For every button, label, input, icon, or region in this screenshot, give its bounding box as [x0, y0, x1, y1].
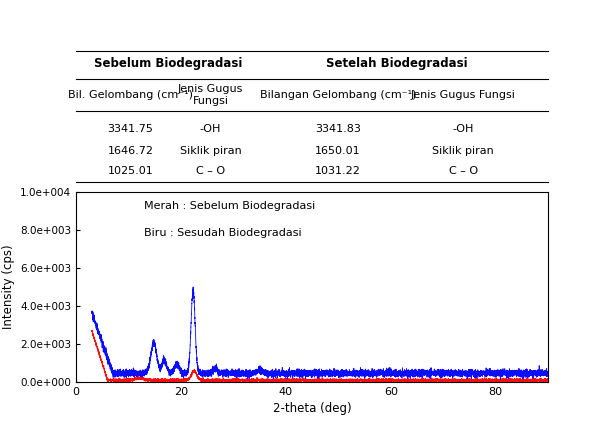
Text: 3341.75: 3341.75: [107, 124, 153, 134]
Y-axis label: Intensity (cps): Intensity (cps): [2, 245, 15, 329]
Text: C – O: C – O: [196, 166, 225, 176]
Text: 3341.83: 3341.83: [315, 124, 361, 134]
Text: 1025.01: 1025.01: [108, 166, 153, 176]
Text: -OH: -OH: [200, 124, 221, 134]
Text: Setelah Biodegradasi: Setelah Biodegradasi: [326, 57, 468, 70]
Text: Siklik piran: Siklik piran: [432, 146, 494, 156]
Text: C – O: C – O: [449, 166, 477, 176]
Text: Merah : Sebelum Biodegradasi: Merah : Sebelum Biodegradasi: [144, 201, 315, 211]
Text: -OH: -OH: [452, 124, 474, 134]
Text: Biru : Sesudah Biodegradasi: Biru : Sesudah Biodegradasi: [144, 227, 302, 238]
X-axis label: 2-theta (deg): 2-theta (deg): [273, 402, 351, 415]
Text: Bilangan Gelombang (cm⁻¹): Bilangan Gelombang (cm⁻¹): [260, 90, 417, 100]
Text: Jenis Gugus
Fungsi: Jenis Gugus Fungsi: [178, 85, 244, 106]
Text: Bil. Gelombang (cm⁻¹): Bil. Gelombang (cm⁻¹): [68, 90, 193, 100]
Text: 1031.22: 1031.22: [315, 166, 361, 176]
Text: Sebelum Biodegradasi: Sebelum Biodegradasi: [94, 57, 242, 70]
Text: Jenis Gugus Fungsi: Jenis Gugus Fungsi: [410, 90, 516, 100]
Text: Siklik piran: Siklik piran: [180, 146, 242, 156]
Text: 1650.01: 1650.01: [315, 146, 361, 156]
Text: 1646.72: 1646.72: [107, 146, 153, 156]
